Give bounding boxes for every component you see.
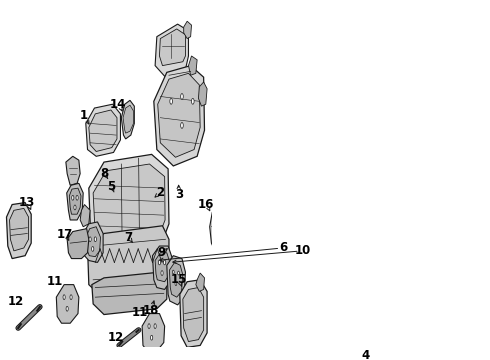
Polygon shape (88, 226, 169, 299)
Circle shape (63, 295, 65, 300)
Polygon shape (67, 229, 89, 258)
Circle shape (76, 195, 78, 200)
Circle shape (158, 260, 161, 265)
Polygon shape (152, 246, 172, 289)
Text: 5: 5 (107, 180, 115, 193)
Polygon shape (89, 154, 169, 258)
Circle shape (154, 324, 156, 329)
Circle shape (70, 295, 72, 300)
Circle shape (181, 94, 183, 99)
Text: 1: 1 (79, 109, 88, 122)
Circle shape (89, 237, 91, 242)
Text: 2: 2 (156, 186, 164, 199)
Polygon shape (83, 222, 103, 262)
Polygon shape (67, 183, 83, 220)
Circle shape (66, 306, 68, 311)
Text: 10: 10 (294, 244, 311, 257)
Polygon shape (66, 156, 80, 185)
Polygon shape (80, 204, 90, 227)
Polygon shape (154, 66, 204, 166)
Polygon shape (155, 253, 170, 282)
Circle shape (92, 247, 94, 251)
Polygon shape (9, 208, 28, 251)
Circle shape (192, 98, 194, 104)
Text: 14: 14 (110, 98, 126, 111)
Text: 13: 13 (19, 196, 35, 209)
Polygon shape (142, 314, 165, 352)
Polygon shape (159, 29, 185, 66)
Text: 8: 8 (100, 167, 108, 180)
Polygon shape (210, 207, 221, 247)
Text: 15: 15 (171, 273, 187, 286)
Circle shape (94, 237, 97, 242)
Circle shape (170, 98, 172, 104)
Text: 6: 6 (279, 242, 287, 255)
Text: 18: 18 (143, 304, 159, 317)
Circle shape (72, 195, 74, 200)
Circle shape (175, 282, 177, 285)
Circle shape (172, 270, 174, 274)
Polygon shape (155, 24, 189, 77)
Polygon shape (92, 272, 167, 315)
Polygon shape (86, 104, 121, 156)
Text: 12: 12 (7, 296, 24, 309)
Polygon shape (180, 280, 207, 347)
Text: 11: 11 (132, 306, 148, 319)
Circle shape (161, 271, 163, 275)
Polygon shape (89, 110, 117, 152)
Text: 9: 9 (157, 246, 166, 259)
Circle shape (181, 122, 183, 128)
Polygon shape (86, 227, 100, 257)
Text: 16: 16 (198, 198, 215, 211)
Polygon shape (6, 203, 31, 258)
Circle shape (164, 260, 166, 265)
Polygon shape (170, 262, 183, 297)
Text: 11: 11 (47, 275, 63, 288)
Polygon shape (122, 100, 134, 139)
Circle shape (74, 205, 76, 210)
Polygon shape (189, 56, 197, 75)
Polygon shape (183, 288, 204, 342)
Polygon shape (56, 285, 79, 323)
Polygon shape (184, 21, 192, 39)
Polygon shape (158, 73, 200, 157)
Polygon shape (196, 273, 204, 291)
Text: 12: 12 (108, 331, 124, 344)
Text: 7: 7 (124, 231, 132, 244)
Text: 3: 3 (175, 188, 183, 201)
Polygon shape (93, 164, 165, 251)
Circle shape (148, 324, 150, 329)
Circle shape (178, 271, 179, 275)
Polygon shape (69, 188, 81, 214)
Polygon shape (198, 82, 207, 106)
Polygon shape (123, 105, 133, 133)
Polygon shape (167, 256, 185, 305)
Text: 4: 4 (361, 348, 369, 360)
Text: 17: 17 (57, 228, 73, 241)
Circle shape (150, 335, 153, 340)
